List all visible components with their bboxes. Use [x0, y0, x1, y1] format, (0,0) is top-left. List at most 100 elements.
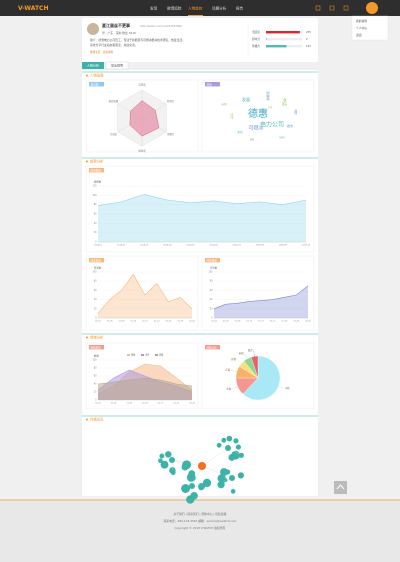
radar-label: 传播力 [167, 132, 175, 136]
x-tick-label: 01-13 [246, 321, 253, 323]
menu-item[interactable]: 我的资料 [356, 19, 367, 23]
tab[interactable]: 人物分析 [87, 63, 99, 68]
area-fill [98, 274, 192, 318]
pie-leader [244, 353, 248, 359]
pie-label: 其他 [231, 357, 236, 361]
stat-track [266, 38, 302, 41]
nav-item[interactable]: 人物监控 [188, 6, 203, 11]
footer [0, 500, 400, 562]
pie-leader [236, 359, 242, 364]
chart-box [201, 79, 315, 153]
y-tick-label: 0 [95, 241, 97, 244]
legend-label: 中性 [145, 353, 150, 357]
x-tick-label: 01-21 [154, 321, 161, 323]
stat-label: 活跃度 [252, 30, 260, 34]
tab[interactable]: 最近微博 [111, 63, 123, 68]
y-tick-label: 100 [92, 194, 97, 197]
menu-item[interactable]: 退出 [356, 33, 362, 37]
y-tick-label: 20 [210, 307, 213, 310]
node [198, 482, 206, 490]
node [165, 451, 172, 458]
chart-tag-text: 转发数量 [91, 258, 102, 262]
tab-active[interactable] [82, 62, 104, 69]
x-tick-label: 01-09 [235, 321, 242, 323]
cloud-word: 技术 [287, 123, 293, 128]
profile-bio: 喜欢分享行业动态和观点，欢迎交流。 [90, 43, 138, 47]
x-tick-label: 01-01 [95, 321, 102, 323]
tab[interactable] [105, 61, 129, 70]
y-tick-label: 80 [94, 280, 97, 283]
x-tick-label: 02-02 [189, 321, 196, 323]
chart-box [85, 255, 199, 331]
pie-label: 混合 [248, 348, 253, 352]
y-tick-label: 100 [208, 271, 213, 274]
area-fill [98, 194, 306, 242]
node [181, 484, 191, 493]
x-tick-label: 2018-01 [94, 245, 103, 247]
y-tick-label: 20 [94, 307, 97, 310]
stat-label: 传播力 [252, 44, 260, 48]
radar-label: 影响力 [167, 99, 175, 103]
profile-links[interactable]: 微博主页 · 更多资料 [90, 50, 114, 54]
stat-value: 235 [306, 30, 311, 34]
node [186, 472, 196, 482]
pie-leader [253, 350, 255, 357]
x-tick-label: 01-25 [189, 403, 196, 405]
pie-leader [231, 370, 237, 373]
y-tick-label: 60 [94, 375, 97, 378]
x-tick-label: 2018-07 [232, 245, 241, 247]
center-node [198, 462, 206, 470]
section-marker [86, 418, 88, 421]
node [189, 483, 195, 489]
y-tick-label: 120 [92, 185, 97, 188]
nav-item[interactable]: 话题分析 [212, 6, 227, 11]
nav-icon[interactable] [329, 5, 335, 11]
area-fill [214, 285, 308, 318]
nav-item[interactable]: 报告 [236, 6, 244, 11]
user-avatar[interactable] [366, 2, 378, 14]
node [169, 457, 175, 463]
x-tick-label: 2018-02 [117, 245, 126, 247]
y-axis-label: 评论数 [210, 266, 218, 270]
navbar [0, 0, 400, 16]
y-tick-label: 100 [92, 271, 97, 274]
footer-text: Copyright © 2018 V-WATCH 版权所有 [175, 526, 226, 530]
chart-tag [205, 82, 220, 87]
y-tick-label: 20 [94, 391, 97, 394]
series-line [97, 194, 307, 206]
chart-tag-text: 词云 [207, 82, 213, 86]
nav-item[interactable]: 微博追踪 [167, 6, 182, 11]
profile-url[interactable]: http://weibo.com/u/1234567890 [140, 24, 182, 28]
profile-meta: 男 · 广东 · 深圳 粉丝 3210 [102, 31, 136, 35]
series-line [213, 285, 309, 310]
nav-icon[interactable] [315, 5, 321, 11]
back-to-top[interactable] [334, 481, 347, 494]
node [237, 472, 244, 479]
menu-item[interactable]: 个人中心 [356, 26, 367, 30]
node [225, 445, 231, 451]
node [221, 437, 227, 443]
nav-icon[interactable] [343, 5, 349, 11]
x-tick-label: 01-25 [282, 321, 289, 323]
stat-label: 影响力 [252, 37, 260, 41]
y-axis-label: 微博数 [94, 180, 102, 184]
x-tick-label: 01-09 [126, 403, 133, 405]
node [228, 454, 236, 461]
node [233, 438, 239, 444]
section-title: 人物画像 [90, 73, 104, 78]
legend-label: 消极 [159, 353, 164, 357]
nav-item[interactable]: 发现 [150, 6, 158, 11]
footer-text: 关于我们 | 联系我们 | 帮助中心 | 隐私政策 [174, 512, 227, 516]
cloud-word: 项目 [294, 109, 298, 115]
radar-label: 原创度 [138, 149, 146, 153]
y-tick-label: 0 [95, 317, 97, 320]
node [219, 478, 225, 484]
x-tick-label: 01-13 [142, 403, 149, 405]
chart-tag-text: 微博数量 [91, 168, 102, 172]
cloud-word: 共话 [282, 98, 288, 106]
y-tick-label: 80 [210, 280, 213, 283]
logo[interactable]: V-WATCH [18, 5, 48, 12]
pie-leader [278, 385, 285, 389]
chart-box [201, 255, 315, 331]
y-tick-label: 100 [92, 359, 97, 362]
